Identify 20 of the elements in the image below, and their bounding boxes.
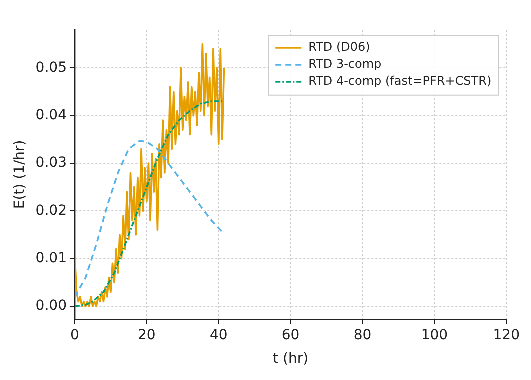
legend-label: RTD 3-comp	[308, 57, 382, 72]
x-tick-label: 40	[210, 327, 228, 344]
legend-label: RTD (D06)	[308, 40, 370, 54]
y-tick-label: 0.00	[36, 298, 67, 314]
y-tick-label: 0.03	[36, 155, 67, 172]
x-tick-label: 60	[282, 327, 300, 344]
x-tick-label: 100	[421, 327, 448, 344]
line-series	[74, 100, 224, 308]
x-tick-label: 20	[138, 327, 156, 344]
line-series	[74, 140, 226, 298]
y-tick-label: 0.04	[36, 107, 68, 124]
y-tick-label: 0.02	[36, 202, 67, 219]
x-axis-title: t (hr)	[273, 351, 309, 368]
x-tick-label: 120	[493, 327, 520, 344]
y-tick-label: 0.01	[36, 250, 67, 266]
y-tick-label: 0.05	[36, 60, 67, 76]
y-axis-title: E(t) (1/hr)	[12, 140, 28, 210]
legend-label: RTD 4-comp (fast=PFR+CSTR)	[308, 74, 492, 88]
x-tick-label: 80	[354, 327, 372, 344]
x-tick-label: 0	[70, 327, 80, 344]
